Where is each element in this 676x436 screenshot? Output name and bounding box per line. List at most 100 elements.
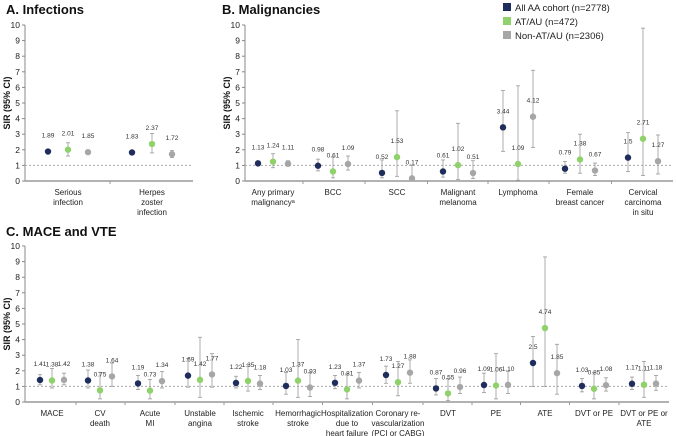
sir-point (329, 168, 337, 175)
category-label: death (90, 419, 110, 428)
sir-point (652, 380, 660, 387)
sir-point (96, 387, 104, 394)
y-tick-label: 8 (235, 51, 240, 61)
sir-value-label: 1.69 (182, 357, 195, 364)
y-tick-label: 6 (235, 82, 240, 92)
sir-value-label: 1.85 (82, 133, 95, 140)
category-label: Acute (140, 409, 161, 418)
category-label: Serious (54, 188, 81, 197)
sir-point (444, 390, 452, 397)
sir-value-label: 1.77 (206, 355, 219, 362)
sir-value-label: 1.38 (574, 140, 587, 147)
category-group: BCC 0.980.611.09 (312, 145, 355, 197)
category-label: Herpes (139, 188, 165, 197)
y-tick-label: 6 (15, 303, 20, 313)
category-label: BCC (325, 188, 342, 197)
y-tick-label: 4 (15, 335, 20, 345)
y-tick-label: 8 (15, 272, 20, 282)
sir-point (378, 169, 386, 177)
category-label: Hemorrhagic (275, 409, 321, 418)
sir-point (256, 380, 264, 387)
y-tick-label: 5 (15, 319, 20, 329)
category-label: due to (336, 419, 359, 428)
sir-value-label: 1.11 (282, 145, 295, 152)
sir-value-label: 1.03 (576, 367, 589, 374)
category-label: Any primary (252, 188, 295, 197)
sir-point (84, 148, 92, 156)
sir-point (514, 160, 522, 168)
sir-value-label: 1.02 (452, 146, 465, 153)
y-tick-label: 10 (11, 241, 21, 251)
category-label: Coronary re- (376, 409, 421, 418)
sir-point (196, 376, 204, 384)
sir-point (456, 383, 464, 391)
legend-label: Non-AT/AU (n=2306) (515, 31, 604, 42)
y-tick-label: 3 (15, 350, 20, 360)
sir-value-label: 1.06 (490, 366, 503, 373)
y-tick-label: 9 (235, 36, 240, 46)
y-tick-label: 2 (235, 145, 240, 155)
panel-title: B. Malignancies (222, 2, 320, 17)
y-tick-label: 5 (15, 98, 20, 108)
category-label: (PCI or CABG) (372, 429, 425, 436)
category-group: Coronary re-vascularization(PCI or CABG)… (372, 354, 425, 436)
y-tick-label: 2 (15, 366, 20, 376)
y-tick-label: 10 (11, 20, 21, 30)
category-label: Cervical (629, 188, 658, 197)
sir-value-label: 1.09 (478, 366, 491, 373)
sir-value-label: 1.18 (254, 365, 267, 372)
y-tick-label: 1 (235, 160, 240, 170)
category-label: melanoma (439, 198, 477, 207)
sir-value-label: 1.88 (404, 354, 417, 361)
sir-point (269, 158, 277, 165)
sir-value-label: 0.51 (467, 154, 480, 161)
y-tick-label: 7 (15, 67, 20, 77)
category-group: MACE 1.41 1.38 1.42 (34, 361, 71, 418)
sir-value-label: 1.72 (166, 135, 179, 142)
y-axis-label: SIR (95% CI) (222, 76, 232, 129)
sir-point (439, 168, 447, 175)
sir-value-label: 1.08 (600, 366, 613, 373)
sir-value-label: 1.53 (391, 138, 404, 145)
sir-value-label: 1.19 (132, 364, 145, 371)
y-tick-label: 8 (15, 51, 20, 61)
category-label: Malignant (441, 188, 476, 197)
sir-point (590, 385, 598, 392)
y-axis-label: SIR (95% CI) (2, 297, 12, 350)
sir-value-label: 2.37 (146, 125, 159, 132)
sir-value-label: 0.67 (589, 152, 602, 159)
category-label: ATE (637, 419, 652, 428)
sir-value-label: 1.22 (230, 364, 243, 371)
sir-value-label: 2.01 (62, 131, 75, 138)
sir-point (639, 135, 647, 142)
category-label: in situ (633, 208, 654, 217)
y-tick-label: 2 (15, 145, 20, 155)
sir-value-label: 0.61 (327, 152, 340, 159)
category-label: infection (53, 198, 83, 207)
y-tick-label: 9 (15, 36, 20, 46)
y-axis-label: SIR (95% CI) (2, 76, 12, 129)
sir-point (134, 380, 142, 387)
sir-point (628, 380, 636, 387)
y-tick-label: 10 (231, 20, 241, 30)
sir-point (561, 165, 569, 172)
y-tick-label: 9 (15, 257, 20, 267)
category-label: carcinoma (625, 198, 662, 207)
sir-point (541, 324, 549, 332)
sir-point (640, 381, 648, 388)
legend-swatch (503, 17, 511, 25)
sir-point (48, 377, 56, 384)
category-group: PE 1.09 1.06 1.10 (478, 353, 515, 418)
category-label: DVT or PE or (620, 409, 668, 418)
sir-value-label: 1.42 (58, 361, 71, 368)
sir-point (504, 381, 512, 389)
category-label: Female (567, 188, 594, 197)
sir-point (624, 154, 632, 161)
